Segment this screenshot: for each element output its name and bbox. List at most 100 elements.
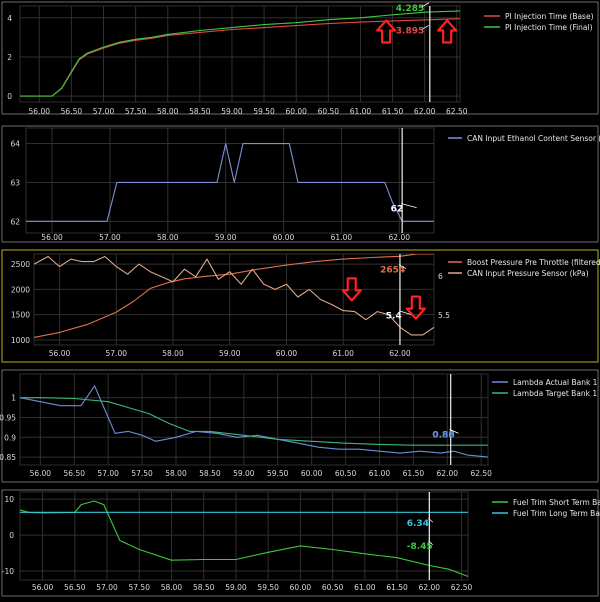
legend-entry: Lambda Target Bank 1 (-) <box>513 389 600 398</box>
x-tick-label: 59.50 <box>253 107 275 116</box>
x-tick-label: 59.00 <box>225 583 247 592</box>
value-leader-line <box>401 203 417 208</box>
value-leader-line <box>398 264 407 270</box>
x-tick-label: 57.00 <box>99 233 121 242</box>
y2-tick-label: 5.5 <box>438 311 450 320</box>
value-leader-line <box>449 428 459 434</box>
x-tick-label: 57.00 <box>106 349 128 358</box>
plot-area <box>19 373 489 466</box>
chart-panel-5: 56.00 56.50 57.00 57.50 58.00 58.50 59.00 59.50… <box>1 489 600 597</box>
value-leader-line <box>421 25 430 30</box>
cursor-value-label: 0.86 <box>432 430 454 440</box>
grid <box>20 374 488 465</box>
x-tick-label: 56.00 <box>49 349 71 358</box>
y-tick-label: 2 <box>7 53 12 62</box>
x-tick-label: 61.50 <box>386 583 408 592</box>
x-tick-label: 59.00 <box>221 107 243 116</box>
x-tick-label: 60.00 <box>273 233 295 242</box>
cursor-value-label: -8.45 <box>407 542 433 552</box>
cursor-value-label: 2654 <box>380 266 405 276</box>
value-leader-line <box>428 517 434 523</box>
series-line <box>20 397 488 446</box>
x-tick-label: 61.00 <box>350 107 372 116</box>
value-leader-line <box>421 2 430 8</box>
plot-lines <box>20 500 468 577</box>
value-leader-line <box>428 540 434 546</box>
cursor-value-label: 4.285 <box>396 4 424 14</box>
x-tick-label: 61.00 <box>354 583 376 592</box>
legend-entry: Fuel Trim Long Term Bank 1 (%) <box>513 509 600 518</box>
series-line <box>20 10 460 97</box>
y-tick-label: 1 <box>11 394 16 403</box>
x-tick-label: 61.00 <box>332 349 354 358</box>
legend-entry: PI Injection Time (Base) <box>505 12 594 21</box>
plot-lines <box>34 254 434 338</box>
x-tick-label: 56.00 <box>29 107 51 116</box>
x-tick-label: 60.00 <box>290 583 312 592</box>
grid <box>20 492 468 580</box>
legend-entry: Boost Pressure Pre Throttle (filtered) (… <box>467 258 600 267</box>
plot-lines <box>26 143 434 222</box>
y-tick-label: 2500 <box>11 260 30 269</box>
x-tick-label: 57.50 <box>129 583 151 592</box>
x-tick-label: 56.50 <box>61 107 83 116</box>
x-tick-label: 62.00 <box>414 107 436 116</box>
x-tick-label: 60.50 <box>322 583 344 592</box>
y-tick-label: 0.85 <box>0 453 16 462</box>
x-tick-label: 62.00 <box>419 583 441 592</box>
y-tick-label: 1500 <box>11 311 30 320</box>
x-tick-label: 62.50 <box>446 107 468 116</box>
series-line <box>26 143 434 222</box>
y-tick-label: 0.9 <box>4 433 16 442</box>
x-tick-label: 62.00 <box>389 349 411 358</box>
annotation-arrow-icon <box>376 19 397 44</box>
plot-lines <box>20 385 488 458</box>
x-tick-label: 59.50 <box>257 583 279 592</box>
x-tick-label: 61.00 <box>369 469 391 478</box>
x-tick-label: 58.50 <box>193 583 215 592</box>
plot-lines <box>20 10 460 97</box>
plot-area <box>25 127 435 234</box>
cursor-value-label: 6.34 <box>407 519 429 529</box>
x-tick-label: 57.00 <box>93 107 115 116</box>
chart-panel-3: 56.00 57.00 58.00 59.00 60.00 61.00 62.00 1000 1… <box>1 249 600 363</box>
x-tick-label: 56.50 <box>64 469 86 478</box>
x-tick-label: 61.50 <box>403 469 425 478</box>
chart-panel-4: 56.00 56.50 57.00 57.50 58.00 58.50 59.00 59.50… <box>0 369 600 483</box>
x-tick-label: 62.00 <box>437 469 459 478</box>
legend-entry: PI Injection Time (Final) <box>505 23 593 32</box>
legend-entry: CAN Input Ethanol Content Sensor (%) <box>467 134 600 143</box>
legend: CAN Input Ethanol Content Sensor (%) <box>448 134 600 143</box>
y-tick-label: 10 <box>4 495 14 504</box>
cursor-value-label: 0.88 <box>432 430 454 440</box>
plot-area <box>33 253 435 346</box>
x-tick-label: 56.00 <box>41 233 63 242</box>
legend: Lambda Actual Bank 1 (-) Lambda Target Ba… <box>492 378 600 398</box>
legend-entry: Fuel Trim Short Term Bank 1 (%) <box>513 498 600 507</box>
x-tick-label: 59.50 <box>267 469 289 478</box>
x-tick-label: 58.00 <box>157 233 179 242</box>
x-tick-label: 56.00 <box>30 469 52 478</box>
series-line <box>20 385 488 458</box>
legend: PI Injection Time (Base) PI Injection Tim… <box>484 12 594 32</box>
x-tick-label: 57.50 <box>125 107 147 116</box>
chart-panel-2: 56.00 57.00 58.00 59.00 60.00 61.00 62.00 62 63 6… <box>1 125 600 243</box>
x-tick-label: 56.00 <box>32 583 54 592</box>
x-tick-label: 60.00 <box>301 469 323 478</box>
y-tick-label: -10 <box>2 567 14 576</box>
y-tick-label: 0 <box>9 531 14 540</box>
legend: Fuel Trim Short Term Bank 1 (%) Fuel Trim… <box>492 498 600 518</box>
y-tick-label: 2000 <box>11 285 30 294</box>
x-tick-label: 56.50 <box>64 583 86 592</box>
annotation-arrow-icon <box>437 19 458 44</box>
y-tick-label: 64 <box>10 140 20 149</box>
x-tick-label: 60.50 <box>335 469 357 478</box>
series-line <box>34 254 434 338</box>
chart-panel-1: 56.00 56.50 57.00 57.50 58.00 58.50 59.00 59.50… <box>1 1 599 116</box>
x-tick-label: 58.00 <box>161 583 183 592</box>
y2-tick-label: 6 <box>438 272 443 281</box>
x-tick-label: 60.00 <box>276 349 298 358</box>
grid <box>20 6 460 102</box>
x-tick-label: 61.50 <box>382 107 404 116</box>
